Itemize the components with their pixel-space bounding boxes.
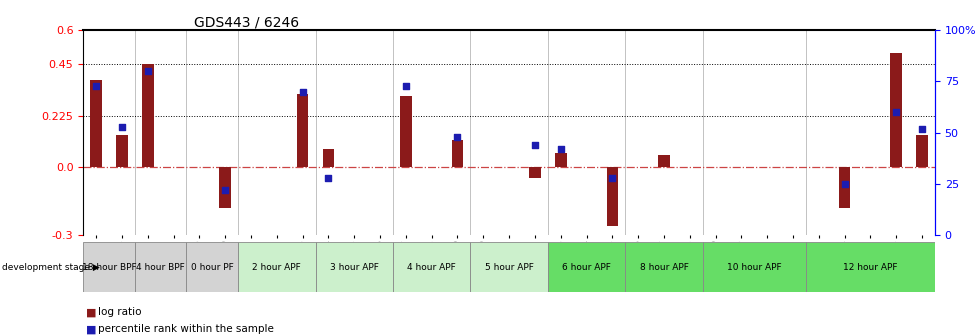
Text: 4 hour APF: 4 hour APF	[407, 263, 456, 271]
Point	[553, 146, 568, 152]
Bar	[555, 153, 566, 167]
Text: 10 hour APF: 10 hour APF	[727, 263, 780, 271]
Point	[320, 175, 335, 180]
Point	[398, 83, 414, 88]
Bar	[451, 139, 463, 167]
Text: 3 hour APF: 3 hour APF	[330, 263, 378, 271]
Bar	[528, 167, 540, 178]
Point	[887, 110, 903, 115]
Bar	[186, 242, 238, 292]
Text: 12 hour APF: 12 hour APF	[842, 263, 897, 271]
Bar	[238, 242, 315, 292]
Text: log ratio: log ratio	[98, 307, 141, 318]
Text: 0 hour PF: 0 hour PF	[191, 263, 234, 271]
Bar	[135, 242, 186, 292]
Bar	[219, 167, 231, 208]
Point	[140, 69, 156, 74]
Bar	[116, 135, 127, 167]
Text: development stage ▶: development stage ▶	[2, 263, 100, 271]
Point	[836, 181, 852, 187]
Bar	[702, 242, 805, 292]
Bar	[392, 242, 469, 292]
Bar	[142, 65, 154, 167]
Text: 2 hour APF: 2 hour APF	[252, 263, 301, 271]
Point	[217, 187, 233, 193]
Point	[294, 89, 310, 94]
Text: 18 hour BPF: 18 hour BPF	[81, 263, 136, 271]
Bar	[83, 242, 135, 292]
Bar	[469, 242, 548, 292]
Point	[913, 126, 929, 131]
Text: percentile rank within the sample: percentile rank within the sample	[98, 324, 274, 334]
Bar	[838, 167, 850, 208]
Bar	[890, 53, 901, 167]
Text: ■: ■	[86, 324, 97, 334]
Bar	[625, 242, 702, 292]
Text: GDS443 / 6246: GDS443 / 6246	[194, 15, 298, 29]
Bar	[323, 149, 333, 167]
Bar	[315, 242, 392, 292]
Bar	[606, 167, 617, 226]
Point	[114, 124, 130, 129]
Bar	[657, 156, 669, 167]
Point	[603, 175, 619, 180]
Point	[449, 134, 465, 139]
Point	[88, 83, 104, 88]
Bar	[400, 96, 411, 167]
Text: 5 hour APF: 5 hour APF	[484, 263, 533, 271]
Text: 8 hour APF: 8 hour APF	[639, 263, 688, 271]
Bar	[296, 94, 308, 167]
Point	[526, 142, 542, 148]
Bar	[90, 80, 102, 167]
Text: 6 hour APF: 6 hour APF	[561, 263, 610, 271]
Bar	[915, 135, 927, 167]
Bar	[548, 242, 625, 292]
Bar	[805, 242, 934, 292]
Text: ■: ■	[86, 307, 97, 318]
Text: 4 hour BPF: 4 hour BPF	[136, 263, 185, 271]
